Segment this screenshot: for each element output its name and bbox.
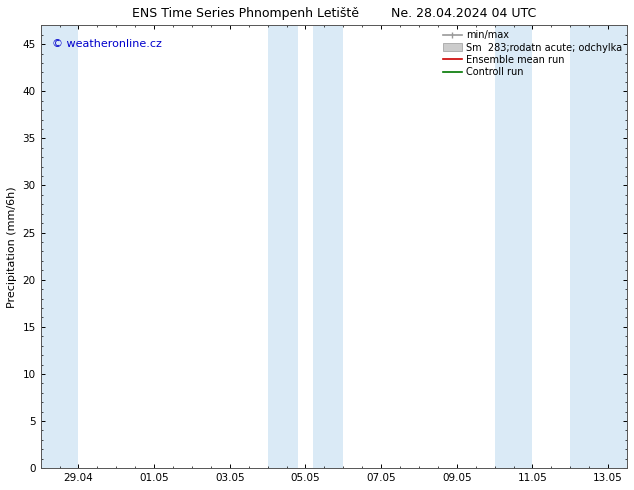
Title: ENS Time Series Phnompenh Letiště        Ne. 28.04.2024 04 UTC: ENS Time Series Phnompenh Letiště Ne. 28… (132, 7, 536, 20)
Text: © weatheronline.cz: © weatheronline.cz (53, 39, 162, 49)
Y-axis label: Precipitation (mm/6h): Precipitation (mm/6h) (7, 186, 17, 308)
Bar (41, 25, 79, 468)
Legend: min/max, Sm  283;rodatn acute; odchylka, Ensemble mean run, Controll run: min/max, Sm 283;rodatn acute; odchylka, … (443, 30, 622, 77)
Bar (571, 25, 627, 468)
Bar (313, 25, 343, 468)
Bar (268, 25, 298, 468)
Bar (495, 25, 533, 468)
